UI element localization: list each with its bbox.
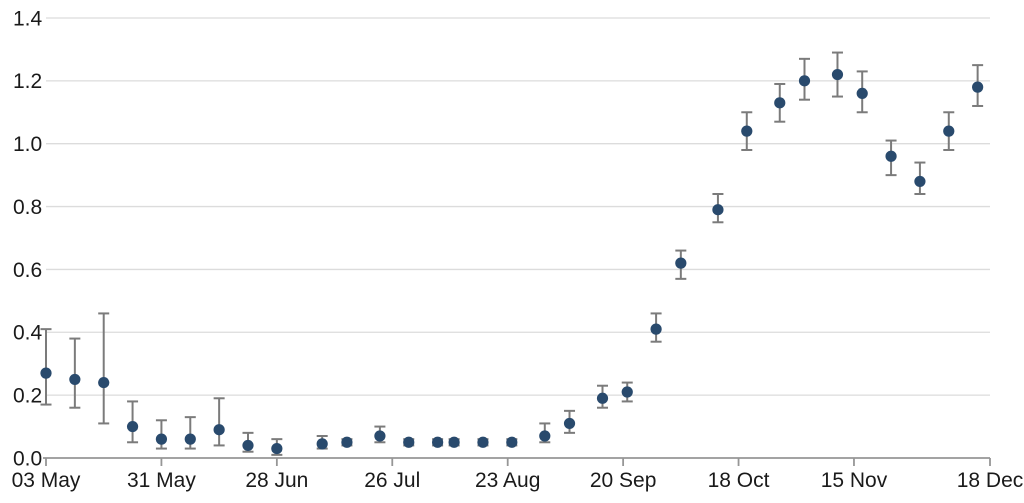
x-axis-tick-label: 20 Sep — [590, 469, 657, 492]
data-point — [155, 433, 168, 445]
data-point — [774, 97, 786, 109]
data-point — [712, 204, 724, 216]
gridlines-group — [46, 17, 990, 396]
y-axis-tick-label: 0.6 — [13, 259, 42, 282]
data-point — [69, 373, 81, 386]
data-point — [184, 433, 196, 445]
data-point — [972, 81, 984, 93]
data-point — [943, 125, 955, 137]
data-point — [885, 150, 897, 162]
x-axis-tick-label: 18 Oct — [708, 469, 770, 492]
x-axis-tick-label: 23 Aug — [475, 469, 540, 492]
y-axis-tick-label: 0.0 — [13, 447, 42, 470]
x-axis-tick-label: 03 May — [12, 469, 81, 492]
x-axis-tick-label: 26 Jul — [364, 469, 420, 492]
y-axis-tick-label: 0.2 — [13, 384, 42, 407]
data-point — [675, 257, 687, 269]
error-bar — [213, 397, 225, 447]
data-point — [448, 436, 460, 448]
data-points-group — [40, 68, 984, 455]
y-axis-tick-label: 0.8 — [13, 196, 42, 219]
x-axis-tick-label: 15 Nov — [821, 469, 888, 492]
data-point — [271, 442, 283, 455]
data-point — [741, 125, 753, 137]
data-point — [621, 386, 633, 398]
data-point — [831, 68, 844, 81]
data-point — [242, 439, 254, 452]
x-axis-ticks-group — [45, 458, 991, 466]
x-axis-tick-label: 31 May — [127, 469, 196, 492]
y-axis-tick-label: 1.2 — [13, 70, 42, 93]
y-axis-labels-group: 0.0 0.2 0.4 0.6 0.8 1.0 1.2 1.4 — [13, 7, 43, 470]
y-axis-tick-label: 1.0 — [13, 133, 42, 156]
error-bar — [40, 328, 52, 406]
y-axis-tick-label: 0.4 — [13, 322, 43, 345]
data-point — [856, 87, 868, 100]
data-point — [40, 367, 52, 379]
data-point — [506, 436, 518, 448]
data-point — [341, 436, 353, 448]
data-point — [650, 323, 662, 335]
data-point — [316, 438, 328, 450]
data-point — [98, 376, 110, 389]
data-point — [213, 424, 225, 436]
x-axis-labels-group: 03 May 31 May 28 Jun 26 Jul 23 Aug 20 Sep 18 O… — [12, 469, 1024, 492]
data-point — [539, 430, 551, 442]
x-axis-tick-label: 28 Jun — [245, 469, 308, 492]
x-axis-tick-label: 18 Dec — [957, 469, 1024, 492]
data-point — [914, 175, 926, 188]
data-point — [798, 75, 811, 87]
data-point — [477, 436, 489, 448]
data-point — [126, 420, 139, 433]
data-point — [403, 436, 415, 448]
y-axis-tick-label: 1.4 — [13, 7, 43, 30]
data-point — [563, 417, 576, 430]
data-point — [596, 392, 609, 404]
data-point — [432, 436, 444, 448]
data-point — [374, 430, 386, 442]
error-bar — [98, 312, 110, 425]
error-bar — [69, 337, 81, 409]
